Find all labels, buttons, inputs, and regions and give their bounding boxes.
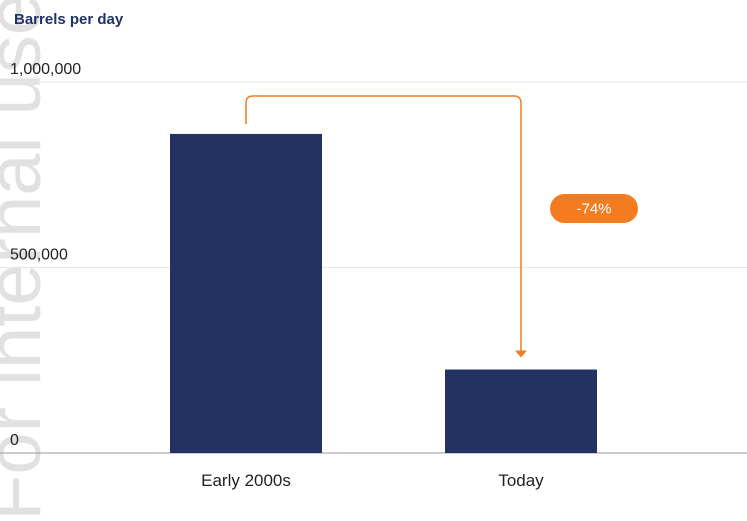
x-tick-label: Early 2000s [201, 471, 291, 490]
change-arrowhead [515, 350, 527, 358]
watermark-text: For internal use only [0, 0, 57, 521]
bar [170, 133, 322, 453]
y-tick-label: 0 [10, 432, 19, 449]
x-tick-label: Today [498, 471, 544, 490]
y-axis-label: Barrels per day [14, 11, 124, 28]
change-connector [245, 95, 522, 352]
y-tick-label: 500,000 [10, 247, 68, 264]
y-tick-label: 1,000,000 [10, 61, 81, 78]
bar [445, 369, 597, 453]
change-badge-label: -74% [576, 201, 611, 218]
change-badge [550, 194, 638, 223]
